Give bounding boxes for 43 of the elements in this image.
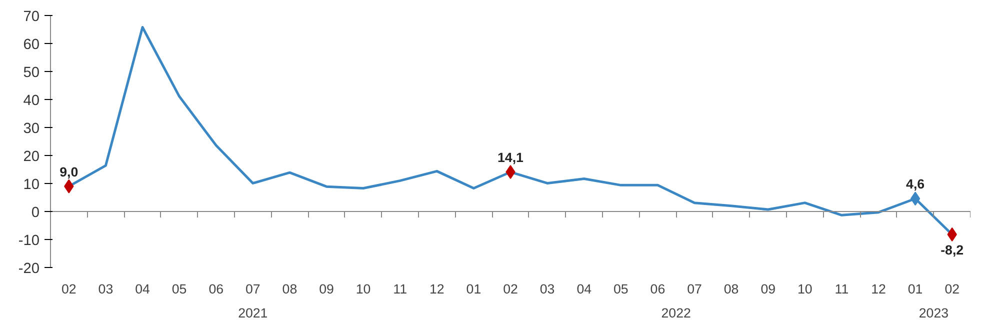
text: 2023	[918, 306, 949, 320]
point	[910, 192, 920, 206]
y-tick-label: 40	[23, 93, 40, 109]
y-tick-label: 70	[23, 9, 40, 25]
x-tick-label: 02	[503, 282, 518, 296]
x-tick-label: 07	[245, 282, 260, 296]
x-tick-label: 03	[540, 282, 555, 296]
y-tick-label: 0	[31, 205, 40, 221]
x-tick-label: 09	[319, 282, 334, 296]
y-tick-label: 30	[23, 121, 40, 137]
x-tick-label: 01	[908, 282, 923, 296]
x-tick-label: 10	[797, 282, 812, 296]
y-tick-label: 10	[23, 177, 40, 193]
x-tick-label: 04	[576, 282, 592, 296]
y-tick-label: 50	[23, 65, 40, 81]
x-tick-label: 07	[687, 282, 702, 296]
x-tick-label: 08	[724, 282, 739, 296]
x-tick-label: 08	[282, 282, 298, 296]
y-tick-label: -20	[18, 261, 40, 277]
x-tick-label: 06	[650, 282, 666, 296]
x-tick-label: 01	[466, 282, 482, 296]
x-tick-label: 05	[613, 282, 628, 296]
x-tick-label: 12	[871, 282, 886, 296]
text: 2021	[238, 306, 268, 320]
data-label: 4,6	[906, 176, 925, 192]
x-tick-label: 02	[944, 282, 960, 296]
x-tick-label: 03	[98, 282, 114, 296]
data-label: 9,0	[60, 164, 78, 180]
x-tick-label: 09	[760, 282, 776, 296]
x-tick-label: 02	[61, 282, 76, 296]
y-tick-label: 60	[23, 37, 40, 53]
text: 2022	[661, 306, 691, 320]
data-label: 14,1	[498, 150, 524, 166]
x-tick-label: 10	[356, 282, 371, 296]
x-tick-label: 06	[208, 282, 224, 296]
x-tick-label: 11	[393, 282, 408, 296]
data-label: -8,2	[940, 242, 964, 258]
y-tick-label: 20	[23, 149, 40, 165]
x-tick-label: 12	[429, 282, 444, 296]
x-tick-label: 04	[135, 282, 150, 296]
x-tick-label: 05	[172, 282, 187, 296]
y-tick-label: -10	[18, 233, 40, 249]
x-tick-label: 11	[834, 282, 849, 296]
